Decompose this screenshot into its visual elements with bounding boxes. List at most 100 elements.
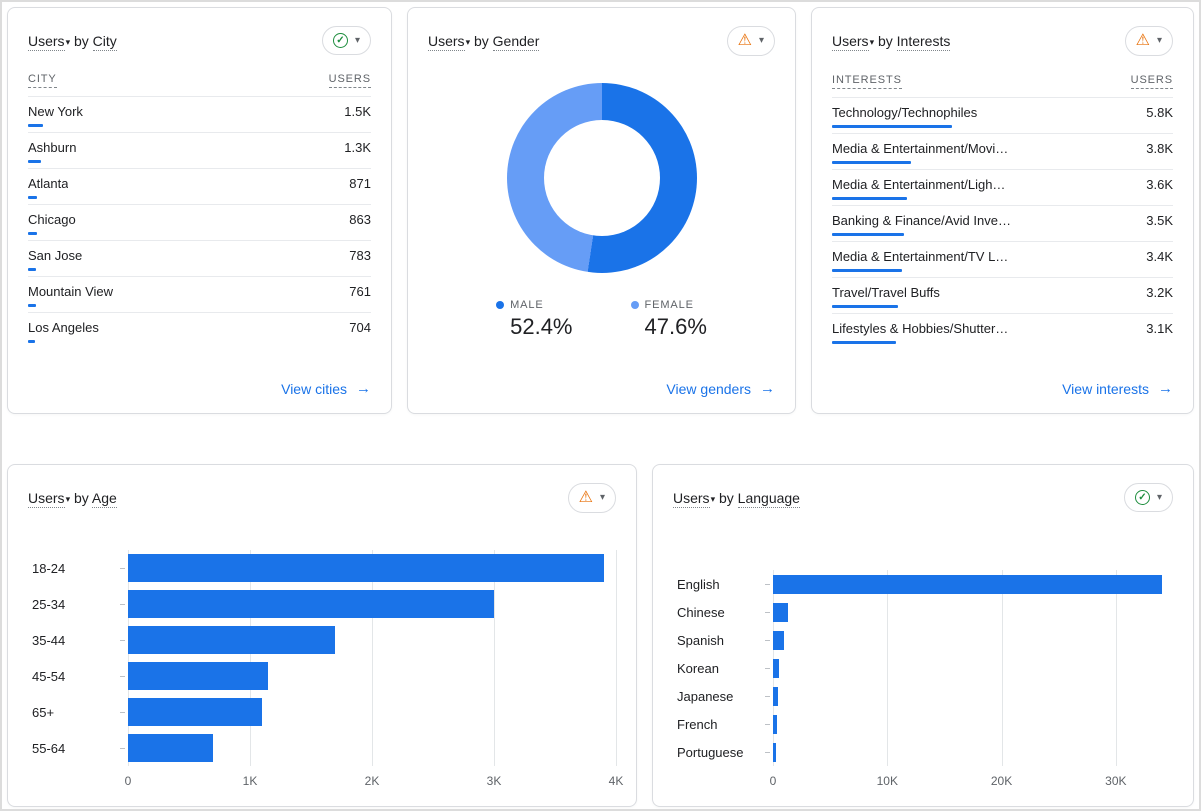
category-label: English <box>677 576 720 592</box>
warning-icon: ⚠ <box>1135 32 1150 49</box>
row-label: Travel/Travel Buffs <box>832 285 940 300</box>
bar <box>773 602 788 622</box>
axis-tick-label: 20K <box>990 774 1013 788</box>
plot-area <box>120 550 617 766</box>
category-axis: 18-24 25-34 35-44 45-54 65+ 55-64 <box>28 550 128 766</box>
axis-tick-label: 2K <box>364 774 380 788</box>
table-row: Los Angeles 704 <box>28 312 371 348</box>
bar <box>128 698 263 726</box>
gridline <box>128 550 129 766</box>
row-label: Mountain View <box>28 284 114 299</box>
row-value: 761 <box>349 284 371 299</box>
view-interests-link[interactable]: View interests → <box>1062 380 1173 397</box>
gridline <box>494 550 495 766</box>
row-label: Chicago <box>28 212 76 227</box>
card-title: Users▾ by Gender <box>428 26 540 51</box>
axis-tick-label: 1K <box>242 774 258 788</box>
row-value: 3.5K <box>1146 213 1173 228</box>
metric-selector[interactable]: Users <box>28 33 65 51</box>
legend-dot-icon <box>630 300 639 309</box>
arrow-right-icon: → <box>356 380 371 397</box>
metric-label: Users <box>673 490 710 506</box>
table-header: CITY USERS <box>28 67 371 96</box>
metric-selector[interactable]: Users <box>673 490 710 508</box>
x-axis: 0 10K 20K 30K <box>769 774 1173 790</box>
data-quality-indicator[interactable]: ⚠ ▾ <box>1124 26 1173 56</box>
bar <box>773 658 780 678</box>
card-users-by-age: Users▾ by Age ⚠ ▾ 18-24 25-34 35-44 45-54 65… <box>7 464 637 807</box>
card-title: Users▾ by Age <box>28 483 117 508</box>
data-quality-indicator[interactable]: ✓ ▾ <box>1123 483 1173 512</box>
row-bar <box>28 196 37 199</box>
plot-area <box>765 570 1173 766</box>
gridline <box>887 570 889 766</box>
dimension-selector[interactable]: Age <box>91 490 117 508</box>
legend-label: MALE <box>510 298 544 311</box>
card-header: Users▾ by Interests ⚠ ▾ <box>832 26 1173 56</box>
bar-row <box>765 738 1173 766</box>
arrow-right-icon: → <box>1158 380 1173 397</box>
bar-row <box>120 658 616 694</box>
axis-tick-label: 3K <box>486 774 502 788</box>
bar-row <box>120 550 616 586</box>
by-label: by <box>718 490 734 506</box>
gridline <box>250 550 251 766</box>
card-title: Users▾ by City <box>28 26 117 51</box>
card-header: Users▾ by Language ✓ ▾ <box>673 483 1173 512</box>
row-label: Banking & Finance/Avid Inve… <box>832 213 1011 228</box>
table-row: Media & Entertainment/TV L… 3.4K <box>832 241 1173 277</box>
x-axis: 0 1K 2K 3K 4K <box>125 774 624 790</box>
by-label: by <box>73 490 89 506</box>
data-quality-indicator[interactable]: ✓ ▾ <box>321 26 371 55</box>
table-row: Media & Entertainment/Movi… 3.8K <box>832 133 1173 169</box>
bar <box>128 554 604 582</box>
category-label: Chinese <box>677 604 725 620</box>
table-row: Media & Entertainment/Ligh… 3.6K <box>832 169 1173 205</box>
table-row: Chicago 863 <box>28 204 371 240</box>
chevron-down-icon: ▾ <box>758 35 764 46</box>
gender-chart: MALE 52.4% FEMALE 47.6% <box>428 56 775 370</box>
view-cities-link[interactable]: View cities → <box>281 380 371 397</box>
axis-tick-label: 0 <box>769 774 777 788</box>
view-link-label: View genders <box>666 380 751 397</box>
metric-selector[interactable]: Users <box>28 490 65 508</box>
card-header: Users▾ by Age ⚠ ▾ <box>28 483 616 513</box>
row-bar <box>832 197 907 200</box>
bar-row <box>120 586 616 622</box>
row-label: Atlanta <box>28 176 69 191</box>
category-label: Korean <box>677 660 719 676</box>
bar-row <box>765 654 1173 682</box>
table-row: Ashburn 1.3K <box>28 132 371 168</box>
card-title: Users▾ by Interests <box>832 26 951 51</box>
age-bar-chart: 18-24 25-34 35-44 45-54 65+ 55-64 0 1K 2K 3K 4K <box>28 550 624 790</box>
dimension-selector[interactable]: Interests <box>896 33 951 51</box>
bar-row <box>765 682 1173 710</box>
dimension-selector[interactable]: Gender <box>492 33 540 51</box>
row-bar <box>832 233 905 236</box>
metric-selector[interactable]: Users <box>428 33 465 51</box>
category-label: Japanese <box>677 688 734 704</box>
row-label: Lifestyles & Hobbies/Shutter… <box>832 321 1009 336</box>
row-bar <box>832 161 911 164</box>
bar-row <box>120 730 616 766</box>
row-value: 783 <box>349 248 371 263</box>
data-quality-indicator[interactable]: ⚠ ▾ <box>567 483 616 513</box>
view-genders-link[interactable]: View genders → <box>666 380 775 397</box>
dimension-selector[interactable]: Language <box>737 490 800 508</box>
city-table: CITY USERS New York 1.5K Ashburn 1.3K Atlanta 8… <box>28 67 371 370</box>
gridline <box>1001 570 1003 766</box>
table-header: INTERESTS USERS <box>832 68 1173 97</box>
metric-dropdown-caret-icon: ▾ <box>710 494 716 504</box>
arrow-right-icon: → <box>760 380 775 397</box>
card-users-by-gender: Users▾ by Gender ⚠ ▾ MALE 52.4% FEMALE 47.6… <box>407 7 796 414</box>
row-bar <box>832 305 899 308</box>
language-bar-chart: English Chinese Spanish Korean Japanese Frenc… <box>673 570 1173 790</box>
category-label: Spanish <box>677 632 724 648</box>
table-row: Mountain View 761 <box>28 276 371 312</box>
gender-legend: MALE 52.4% FEMALE 47.6% <box>496 299 707 340</box>
data-quality-indicator[interactable]: ⚠ ▾ <box>726 26 775 56</box>
row-value: 3.4K <box>1146 249 1173 264</box>
dimension-selector[interactable]: City <box>92 33 117 51</box>
by-label: by <box>877 33 893 49</box>
metric-selector[interactable]: Users <box>832 33 869 51</box>
